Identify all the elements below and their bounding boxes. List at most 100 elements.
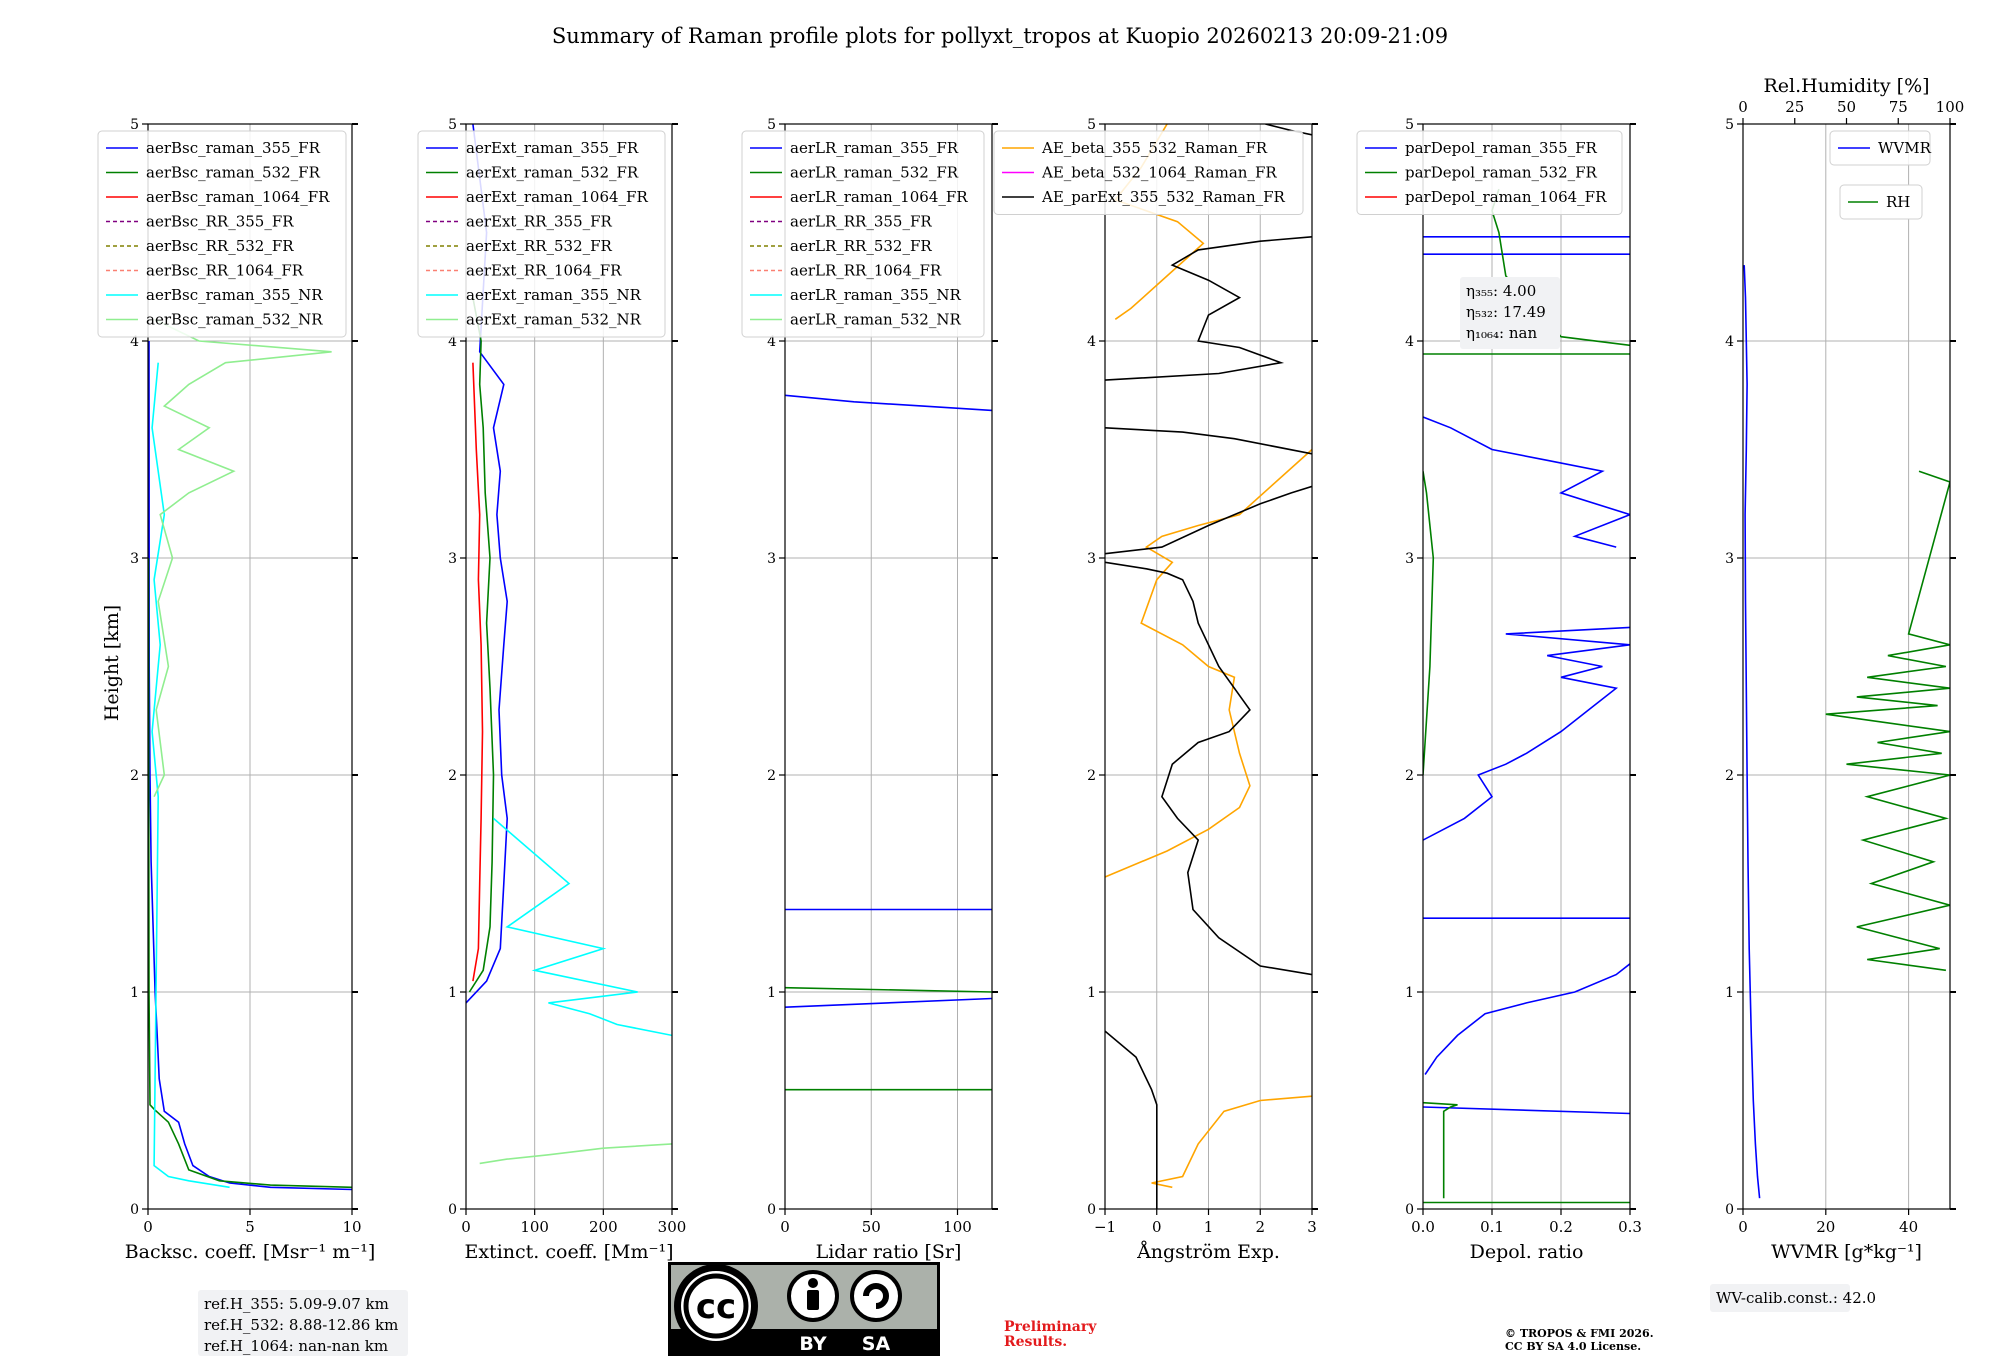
wv-rh-legend-box	[1839, 184, 1923, 220]
ae-xtick-label: 2	[1255, 1218, 1265, 1236]
depol-series-parDepol_raman_532_FR	[1423, 471, 1435, 776]
preliminary-note: Preliminary Results.	[1004, 1320, 1114, 1350]
bsc-info-line: ref.H_355: 5.09-9.07 km	[204, 1295, 389, 1313]
depol-xtick-label: 0.2	[1549, 1218, 1573, 1236]
depol-xtick-label: 0.3	[1618, 1218, 1642, 1236]
depol-series-parDepol_raman_355_FR	[1423, 1106, 1630, 1115]
depol-series-parDepol_raman_355_FR	[1424, 963, 1630, 1075]
ext-x-axis-label: Extinct. coeff. [Mm⁻¹]	[464, 1241, 673, 1263]
ext-series-group	[466, 124, 672, 1165]
wv-ytick-label: 3	[1725, 551, 1734, 567]
bsc-xtick-label: 10	[342, 1218, 361, 1236]
ext-xtick-label: 200	[589, 1218, 618, 1236]
lr-ytick-label: 2	[767, 768, 776, 784]
depol-xtick-label: 0.1	[1480, 1218, 1504, 1236]
ext-legend-label: aerExt_raman_532_NR	[466, 311, 642, 329]
bsc-ytick-label: 5	[130, 117, 139, 133]
depol-info-line: η₅₃₂: 17.49	[1466, 303, 1546, 321]
wv-axes-frame	[1742, 123, 1951, 1210]
bsc-legend-label: aerBsc_raman_1064_FR	[146, 188, 330, 206]
depol-xtick-label: 0.0	[1411, 1218, 1435, 1236]
rh-axis-label: Rel.Humidity [%]	[1763, 75, 1929, 97]
bsc-ytick-label: 4	[130, 334, 139, 350]
ae-ytick-label: 3	[1087, 551, 1096, 567]
depol-ytick-label: 3	[1405, 551, 1414, 567]
cc-by-sa-badge: cc BY SA	[668, 1262, 940, 1356]
ae-series-AE_parExt_355_532_Raman_FR	[1105, 427, 1312, 455]
lr-xtick-label: 50	[862, 1218, 881, 1236]
depol-ytick-label: 2	[1405, 768, 1414, 784]
copyright-line-2: CC BY SA 4.0 License.	[1505, 1340, 1642, 1353]
wv-xtick-label: 0	[1738, 1218, 1748, 1236]
bsc-info-line: ref.H_532: 8.88-12.86 km	[204, 1316, 398, 1334]
y-axis-label: Height [km]	[101, 605, 123, 721]
bsc-legend-label: aerBsc_raman_532_FR	[146, 164, 321, 182]
ae-ytick-label: 5	[1087, 117, 1096, 133]
bsc-legend-label: aerBsc_raman_355_FR	[146, 139, 321, 157]
depol-series-parDepol_raman_532_FR	[1423, 1101, 1458, 1199]
depol-panel: 0 1 2 3 4 5 0.0 0.1 0.2 0.3 Depol. ratio parDepol_r…	[1356, 117, 1642, 1263]
lr-ytick-label: 5	[767, 117, 776, 133]
ext-series-aerExt_raman_355_NR	[492, 817, 672, 1037]
preliminary-line-1: Preliminary	[1004, 1319, 1097, 1335]
lr-series-group	[785, 394, 992, 1091]
wv-legend-label: WVMR	[1878, 139, 1932, 157]
lr-axes-frame	[784, 123, 993, 1210]
bsc-legend-label: aerBsc_RR_532_FR	[146, 237, 294, 255]
bsc-legend-label: aerBsc_RR_1064_FR	[146, 262, 304, 280]
ae-series-AE_beta_355_532_Raman_FR	[1151, 1095, 1312, 1189]
depol-legend-label: parDepol_raman_532_FR	[1405, 164, 1598, 182]
lr-series-aerLR_raman_355_FR	[785, 394, 992, 412]
ext-series-aerExt_raman_1064_FR	[472, 362, 484, 982]
cc-icon	[683, 1273, 749, 1339]
ext-ytick-label: 0	[448, 1202, 457, 1218]
preliminary-line-2: Results.	[1004, 1334, 1068, 1350]
wv-xtick-label: 40	[1899, 1218, 1918, 1236]
bsc-info-box	[198, 1290, 408, 1356]
bsc-x-axis-label: Backsc. coeff. [Msr⁻¹ m⁻¹]	[125, 1241, 376, 1263]
lr-legend-label: aerLR_RR_1064_FR	[790, 262, 942, 280]
ext-legend-label: aerExt_raman_355_NR	[466, 286, 642, 304]
wv-series-RH	[1825, 470, 1950, 972]
depol-series-group	[1423, 188, 1630, 1204]
bsc-panel: 0 1 2 3 4 5 0 5 10 Backsc. coeff. [Msr⁻¹ m⁻¹] aerB…	[97, 117, 408, 1356]
ext-series-aerExt_raman_355_FR	[466, 124, 509, 1004]
lr-legend-label: aerLR_raman_1064_FR	[790, 188, 968, 206]
depol-ytick-label: 4	[1405, 334, 1414, 350]
lr-series-aerLR_raman_355_FR	[785, 997, 992, 1008]
ext-ytick-label: 2	[448, 768, 457, 784]
ext-ytick-label: 4	[448, 334, 457, 350]
ext-xtick-label: 300	[658, 1218, 687, 1236]
rh-xtick-label: 0	[1738, 98, 1748, 116]
wv-ytick-label: 1	[1725, 985, 1734, 1001]
bsc-ytick-label: 0	[130, 1202, 139, 1218]
rh-xtick-label: 25	[1785, 98, 1804, 116]
bsc-legend-label: aerBsc_RR_355_FR	[146, 213, 294, 231]
wv-series-WVMR	[1743, 265, 1761, 1199]
bsc-series-aerBsc_raman_532_FR	[148, 557, 352, 1189]
ae-legend-box	[993, 130, 1304, 215]
ae-ytick-label: 4	[1087, 334, 1096, 350]
bsc-xtick-label: 5	[245, 1218, 255, 1236]
lr-ytick-label: 4	[767, 334, 776, 350]
ext-xtick-label: 0	[461, 1218, 471, 1236]
ext-legend-label: aerExt_raman_1064_FR	[466, 188, 648, 206]
ext-series-aerExt_raman_532_FR	[468, 297, 495, 993]
ae-legend-label: AE_parExt_355_532_Raman_FR	[1041, 188, 1286, 206]
figure-title: Summary of Raman profile plots for polly…	[552, 24, 1448, 48]
lr-legend-label: aerLR_raman_355_FR	[790, 139, 959, 157]
sa-label: SA	[862, 1333, 891, 1355]
lr-xtick-label: 100	[943, 1218, 972, 1236]
bsc-series-aerBsc_raman_532_NR	[153, 318, 332, 798]
person-body	[807, 1290, 819, 1310]
lr-series-aerLR_raman_532_FR	[785, 986, 992, 993]
wv-ytick-label: 0	[1725, 1202, 1734, 1218]
wv-xtick-label: 20	[1816, 1218, 1835, 1236]
wv-series-group	[1743, 265, 1950, 1199]
depol-legend-box	[1356, 130, 1623, 215]
ext-ytick-label: 5	[448, 117, 457, 133]
bsc-legend-box	[97, 130, 347, 338]
bsc-xtick-label: 0	[143, 1218, 153, 1236]
